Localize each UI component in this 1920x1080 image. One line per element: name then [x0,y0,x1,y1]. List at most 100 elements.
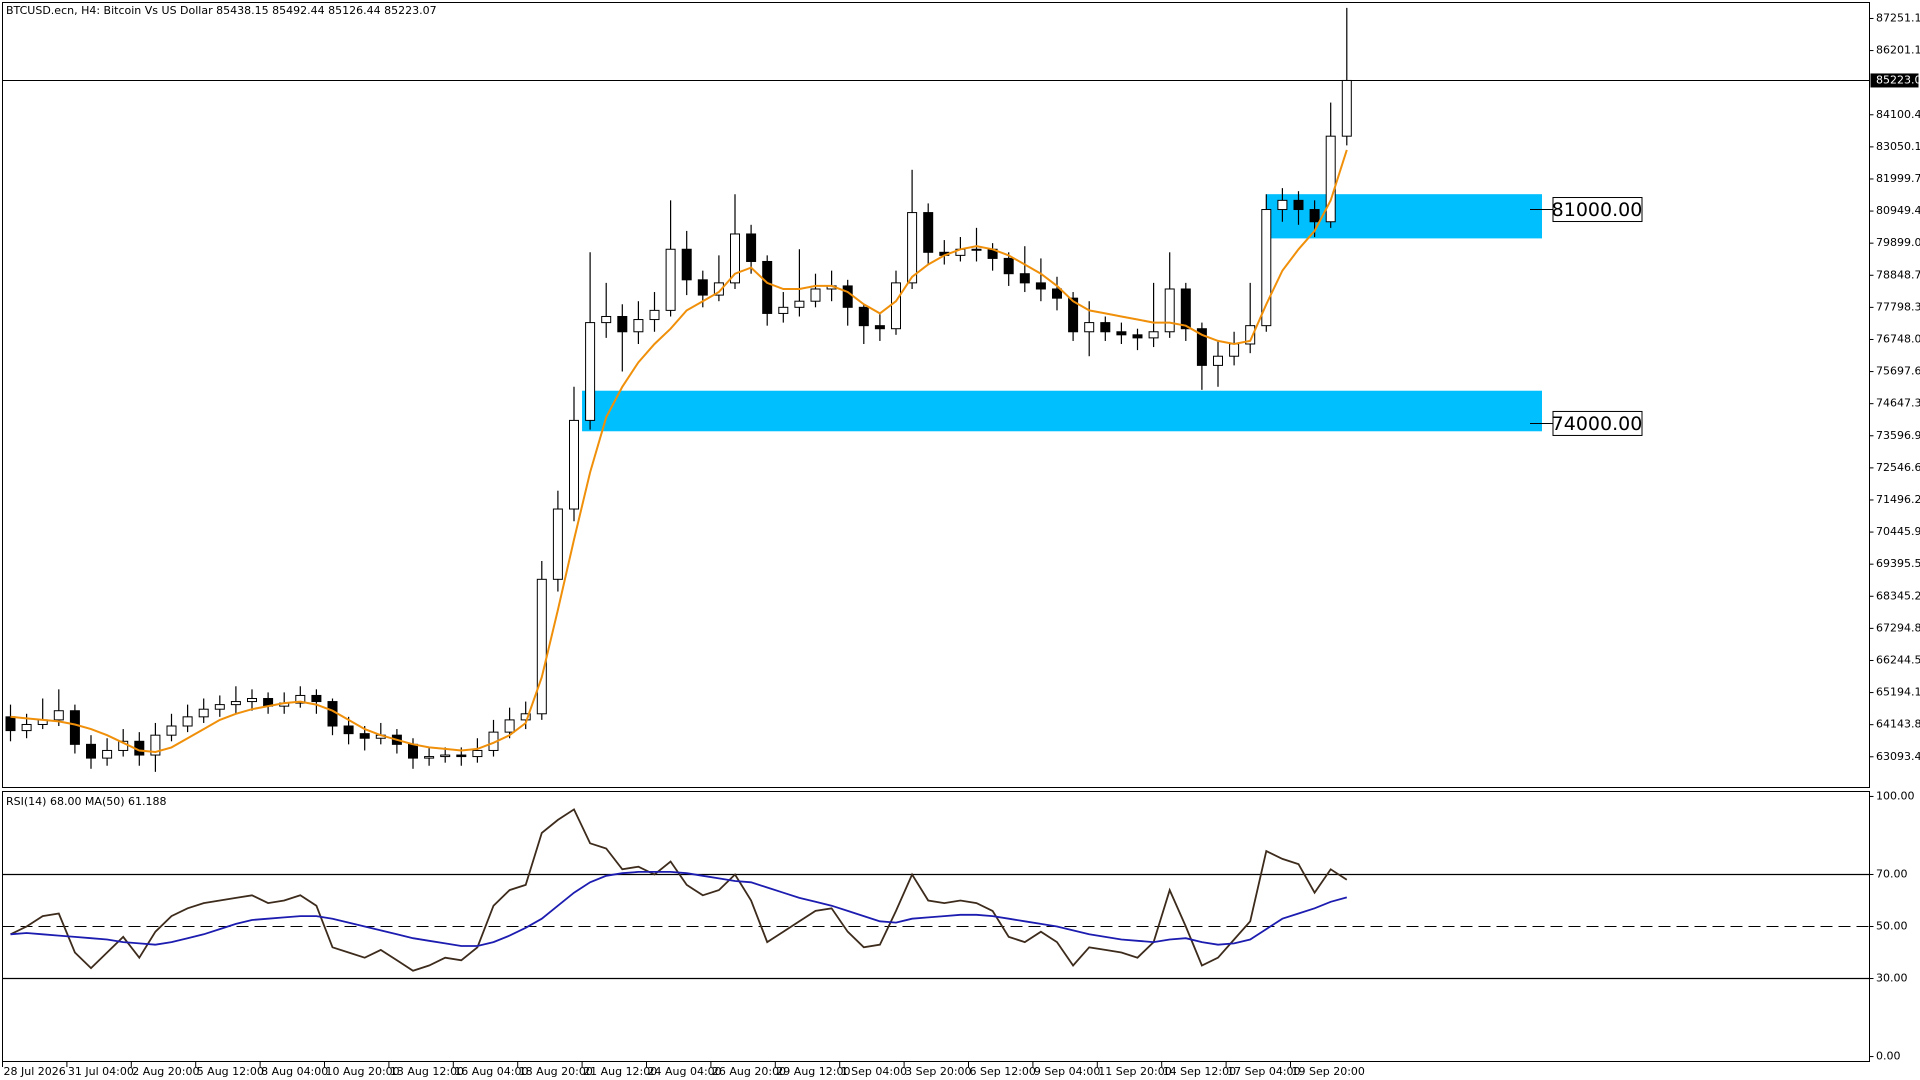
x-tick-label: 19 Sep 20:00 [1292,1065,1365,1078]
candle-body [1277,199,1288,211]
zone-label: 74000.00 [1552,413,1643,435]
candle-body [214,704,225,710]
candle-body [1325,135,1336,223]
x-tick-label: 24 Aug 04:00 [648,1065,722,1078]
candle-body [5,716,16,732]
candle-body [295,694,306,704]
candle-body [21,723,32,732]
candle-body [1309,209,1320,223]
y-tick-label: 76748.00 [1876,332,1920,345]
candle-body [230,701,241,706]
y-tick-label: 69395.55 [1876,557,1920,570]
x-tick-label: 13 Aug 12:00 [390,1065,464,1078]
candle-body [53,710,64,721]
zone [1266,194,1542,239]
candle-body [585,322,596,421]
zone-label: 81000.00 [1552,199,1643,221]
moving-average [10,149,1348,754]
x-tick-label: 8 Aug 04:00 [261,1065,328,1078]
candle-body [359,733,370,739]
candle-body [166,725,177,736]
x-tick-label: 16 Aug 04:00 [454,1065,528,1078]
y-tick-label: 78848.70 [1876,268,1920,281]
candle-body [1293,199,1304,211]
candle-body [971,248,982,251]
x-tick-label: 14 Sep 12:00 [1163,1065,1236,1078]
current-price-label: 85223.05 [1876,73,1920,86]
candle-body [1132,334,1143,339]
y-tick-label: 75697.65 [1876,365,1920,378]
x-tick-label: 18 Aug 20:00 [519,1065,593,1078]
chart-title: BTCUSD.ecn, H4: Bitcoin Vs US Dollar 854… [6,4,437,17]
candle-body [247,698,257,703]
candle-body [1341,79,1352,137]
x-tick-label: 6 Sep 12:00 [970,1065,1036,1078]
y-tick-label: 77798.35 [1876,300,1920,313]
zone-label-box [1552,410,1643,436]
x-tick-label: 11 Sep 20:00 [1098,1065,1171,1078]
candle-body [327,701,338,727]
zone-label-box [1552,197,1643,223]
candle-body [1100,322,1111,333]
x-tick-label: 31 Jul 04:00 [68,1065,134,1078]
candle-body [681,248,692,281]
candle-body [1196,328,1207,366]
candle-body [617,315,628,333]
y-tick-label: 66244.50 [1876,653,1920,666]
candle-body [601,315,612,324]
candle-body [1229,343,1240,357]
candle-body [569,419,579,510]
candle-body [730,233,740,284]
y-tick-label: 72546.60 [1876,461,1920,474]
candle-body [1245,325,1256,345]
x-tick-label: 5 Aug 12:00 [197,1065,264,1078]
candle-body [198,708,209,718]
x-tick-label: 17 Sep 04:00 [1227,1065,1300,1078]
y-tick-label: 65194.15 [1876,686,1920,699]
candle-body [633,319,644,333]
x-tick-label: 3 Sep 20:00 [905,1065,971,1078]
x-tick-label: 28 Jul 2026 [4,1065,66,1078]
candle-body [408,743,418,759]
y-tick-label: 70.00 [1876,867,1908,880]
candle-body [536,578,547,715]
candle-body [102,749,113,759]
y-tick-label: 30.00 [1876,972,1908,985]
candle-body [182,716,193,727]
main-panel-frame [2,2,1870,788]
candle-body [1164,288,1175,333]
y-tick-label: 70445.90 [1876,525,1920,538]
y-tick-label: 0.00 [1876,1050,1901,1063]
candle-body [923,212,934,253]
candle-body [150,734,161,756]
candle-body [440,754,451,758]
candle-body [311,694,322,703]
candle-body [86,743,96,759]
x-tick-label: 9 Sep 04:00 [1034,1065,1100,1078]
candle-body [69,710,80,745]
y-tick-label: 80949.40 [1876,204,1920,217]
y-tick-label: 68345.20 [1876,589,1920,602]
y-tick-label: 63093.45 [1876,750,1920,763]
candle-body [842,285,853,308]
candle-body [1148,331,1159,339]
y-tick-label: 100.00 [1876,789,1915,802]
y-tick-label: 86201.15 [1876,44,1920,57]
candle-body [424,756,435,759]
candle-body [1019,273,1030,284]
candle-body [456,754,467,758]
x-tick-label: 2 Aug 20:00 [132,1065,199,1078]
zone [582,390,1542,432]
y-tick-label: 79899.05 [1876,236,1920,249]
rsi-title: RSI(14) 68.00 MA(50) 61.188 [6,795,167,808]
candle-body [1213,355,1223,366]
candle-body [713,282,724,296]
candle-body [1035,282,1046,290]
x-tick-label: 21 Aug 12:00 [583,1065,657,1078]
x-tick-label: 10 Aug 20:00 [326,1065,400,1078]
candle-body [907,212,918,284]
candle-body [1261,209,1272,327]
candle-body [746,233,757,262]
candle-body [794,300,805,308]
